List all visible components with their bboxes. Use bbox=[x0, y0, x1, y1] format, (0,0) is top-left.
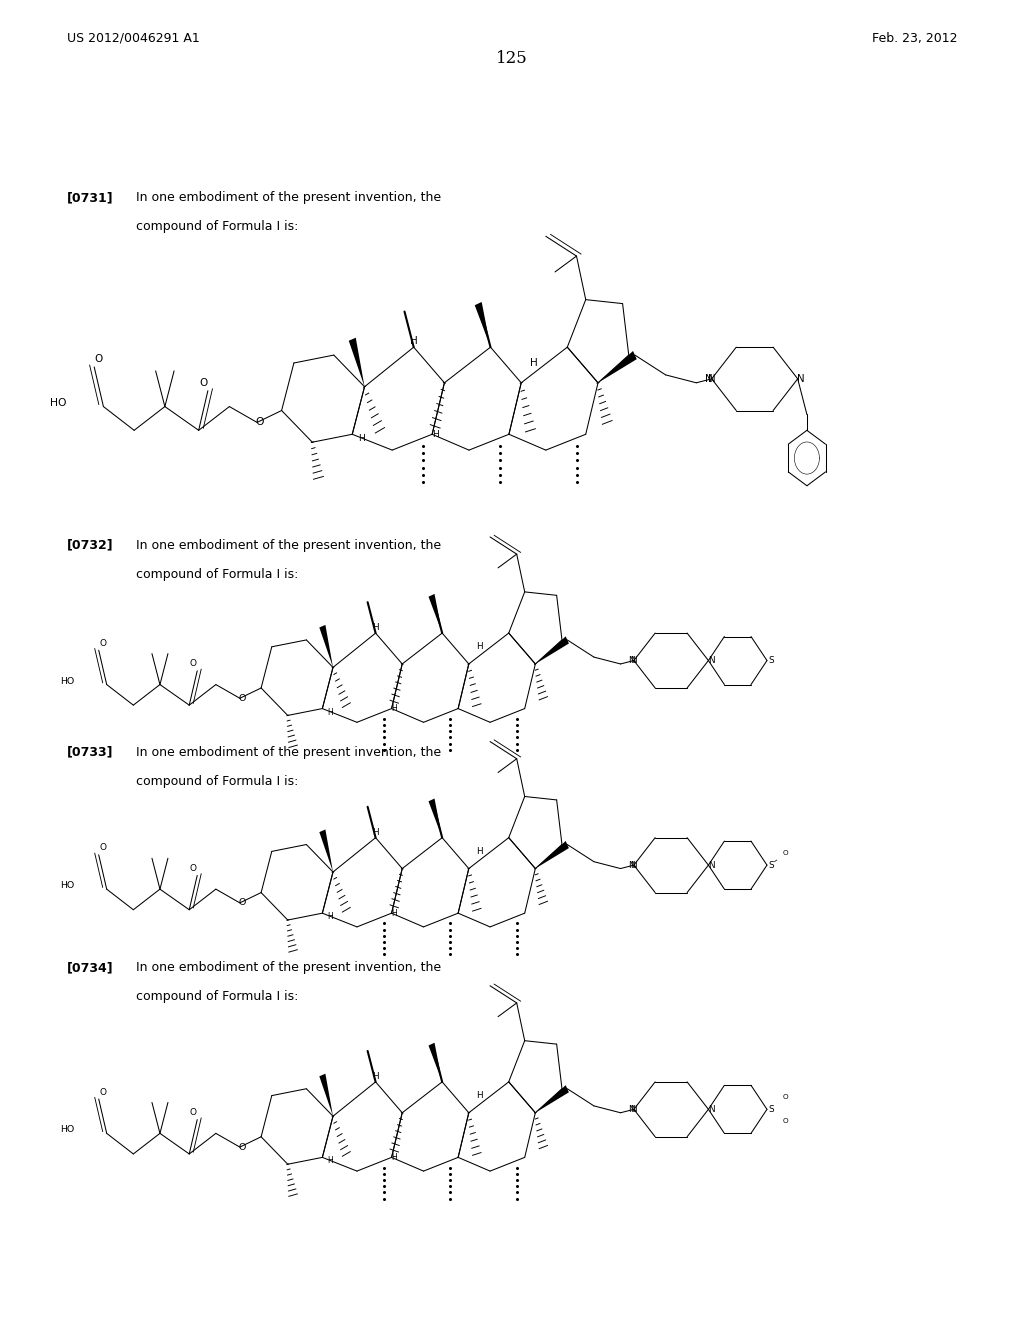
Text: H: H bbox=[476, 847, 482, 855]
Text: O: O bbox=[239, 1143, 246, 1151]
Text: O: O bbox=[189, 660, 197, 668]
Text: O: O bbox=[189, 865, 197, 873]
Text: H: H bbox=[373, 623, 379, 632]
Text: H: H bbox=[358, 434, 365, 442]
Text: In one embodiment of the present invention, the: In one embodiment of the present inventi… bbox=[136, 539, 441, 552]
Text: H: H bbox=[373, 828, 379, 837]
Text: N: N bbox=[797, 374, 805, 384]
Text: N: N bbox=[628, 1105, 635, 1114]
Text: O: O bbox=[782, 1118, 788, 1125]
Text: 125: 125 bbox=[496, 50, 528, 67]
Text: HO: HO bbox=[50, 397, 67, 408]
Text: In one embodiment of the present invention, the: In one embodiment of the present inventi… bbox=[136, 746, 441, 759]
Text: [0732]: [0732] bbox=[67, 539, 114, 552]
Text: Feb. 23, 2012: Feb. 23, 2012 bbox=[872, 32, 957, 45]
Text: H: H bbox=[391, 1152, 397, 1162]
Text: N: N bbox=[708, 374, 716, 384]
Text: N: N bbox=[628, 861, 635, 870]
Text: H: H bbox=[529, 358, 538, 368]
Text: N: N bbox=[628, 656, 635, 665]
Text: N: N bbox=[708, 656, 715, 665]
Text: O: O bbox=[99, 639, 106, 648]
Text: [0734]: [0734] bbox=[67, 961, 114, 974]
Text: O: O bbox=[199, 378, 208, 388]
Text: In one embodiment of the present invention, the: In one embodiment of the present inventi… bbox=[136, 961, 441, 974]
Text: HO: HO bbox=[60, 882, 75, 890]
Text: H: H bbox=[391, 908, 397, 917]
Polygon shape bbox=[428, 799, 442, 838]
Text: O: O bbox=[99, 1088, 106, 1097]
Text: O: O bbox=[782, 850, 788, 857]
Polygon shape bbox=[428, 1043, 442, 1082]
Text: H: H bbox=[410, 337, 418, 346]
Text: In one embodiment of the present invention, the: In one embodiment of the present inventi… bbox=[136, 191, 441, 205]
Text: O: O bbox=[99, 843, 106, 853]
Text: compound of Formula I is:: compound of Formula I is: bbox=[136, 775, 299, 788]
Text: O: O bbox=[239, 694, 246, 702]
Text: H: H bbox=[328, 912, 333, 921]
Text: S: S bbox=[768, 1105, 774, 1114]
Polygon shape bbox=[319, 1073, 333, 1117]
Text: O: O bbox=[782, 1094, 788, 1101]
Text: S: S bbox=[768, 656, 774, 665]
Text: compound of Formula I is:: compound of Formula I is: bbox=[136, 990, 299, 1003]
Text: [0731]: [0731] bbox=[67, 191, 114, 205]
Text: N: N bbox=[708, 861, 715, 870]
Polygon shape bbox=[536, 841, 569, 869]
Text: H: H bbox=[328, 708, 333, 717]
Polygon shape bbox=[428, 594, 442, 634]
Text: O: O bbox=[256, 417, 264, 428]
Text: compound of Formula I is:: compound of Formula I is: bbox=[136, 568, 299, 581]
Polygon shape bbox=[536, 636, 569, 664]
Text: H: H bbox=[432, 430, 438, 438]
Polygon shape bbox=[319, 829, 333, 873]
Text: HO: HO bbox=[60, 1126, 75, 1134]
Text: O: O bbox=[239, 899, 246, 907]
Text: US 2012/0046291 A1: US 2012/0046291 A1 bbox=[67, 32, 200, 45]
Polygon shape bbox=[536, 1085, 569, 1113]
Text: [0733]: [0733] bbox=[67, 746, 113, 759]
Text: N: N bbox=[631, 1105, 637, 1114]
Polygon shape bbox=[349, 338, 365, 387]
Text: N: N bbox=[708, 1105, 715, 1114]
Text: S: S bbox=[768, 861, 774, 870]
Text: H: H bbox=[328, 1156, 333, 1166]
Polygon shape bbox=[319, 624, 333, 668]
Text: HO: HO bbox=[60, 677, 75, 685]
Text: N: N bbox=[705, 374, 713, 384]
Text: H: H bbox=[476, 643, 482, 651]
Text: H: H bbox=[373, 1072, 379, 1081]
Polygon shape bbox=[598, 351, 637, 383]
Polygon shape bbox=[475, 302, 490, 347]
Text: O: O bbox=[189, 1109, 197, 1117]
Text: N: N bbox=[631, 861, 637, 870]
Text: H: H bbox=[391, 704, 397, 713]
Text: H: H bbox=[476, 1092, 482, 1100]
Text: N: N bbox=[631, 656, 637, 665]
Text: compound of Formula I is:: compound of Formula I is: bbox=[136, 220, 299, 234]
Text: O: O bbox=[94, 354, 103, 364]
